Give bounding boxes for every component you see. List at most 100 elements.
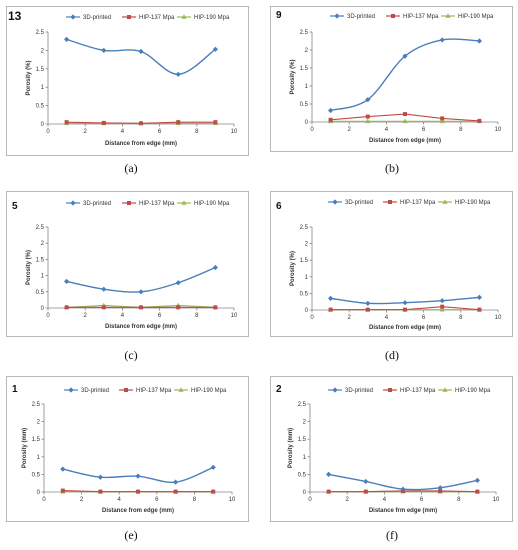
y-tick-label: 1 (305, 84, 309, 90)
y-tick-label: 0 (305, 308, 309, 314)
chart-svg-e: 1 3D-printed HIP-137 Mpa HIP-190 Mpa 0 0.5 1 1.… (6, 376, 249, 522)
x-tick-label: 0 (308, 497, 312, 503)
chart-svg-d: 6 3D-printed HIP-137 Mpa HIP-190 Mpa 0 0.5 1 1.… (270, 191, 513, 337)
legend-marker (442, 387, 448, 392)
y-tick-label: 1 (37, 455, 41, 461)
x-tick-label: 2 (84, 313, 88, 319)
panel-number: 9 (276, 10, 282, 21)
x-tick-label: 4 (121, 313, 125, 319)
caption-b: (b) (385, 161, 399, 175)
y-tick-label: 2 (37, 420, 41, 426)
caption-a: (a) (124, 161, 138, 175)
data-point-series-1 (176, 305, 181, 310)
legend-label: HIP-137 Mpa (136, 388, 172, 394)
x-tick-label: 8 (457, 497, 461, 503)
data-point-series-0 (402, 53, 408, 59)
data-point-series-1 (64, 120, 69, 125)
legend-marker (388, 200, 392, 204)
legend-marker (391, 14, 395, 18)
chart-panel-f: 2 3D-printed HIP-137 Mpa HIP-190 Mpa 0 0.5 1 1.… (270, 376, 513, 522)
data-point-series-0 (402, 300, 408, 306)
y-tick-label: 0.5 (300, 291, 309, 297)
chart-panel-e: 1 3D-printed HIP-137 Mpa HIP-190 Mpa 0 0.5 1 1.… (6, 376, 249, 522)
x-tick-label: 8 (459, 315, 463, 321)
data-point-series-1 (176, 120, 181, 125)
data-point-series-1 (477, 307, 482, 312)
data-point-series-1 (365, 114, 370, 119)
data-point-series-1 (363, 489, 368, 494)
x-tick-label: 10 (229, 497, 236, 503)
y-tick-label: 0 (305, 120, 309, 126)
data-point-series-1 (213, 120, 218, 125)
legend-marker (127, 15, 131, 19)
data-point-series-1 (139, 121, 143, 126)
data-point-series-1 (139, 305, 143, 310)
y-tick-label: 2.5 (300, 225, 309, 231)
y-tick-label: 2 (303, 420, 307, 426)
caption-d: (d) (385, 348, 399, 362)
data-point-series-0 (439, 37, 445, 43)
y-tick-label: 2.5 (36, 225, 45, 231)
x-tick-label: 6 (158, 313, 162, 319)
x-tick-label: 6 (158, 129, 162, 135)
x-tick-label: 8 (193, 497, 197, 503)
legend-label: HIP-190 Mpa (194, 201, 230, 207)
data-point-series-1 (213, 305, 218, 310)
y-tick-label: 1.5 (300, 258, 309, 264)
data-point-series-1 (211, 489, 216, 494)
data-point-series-1 (477, 118, 482, 123)
x-tick-label: 4 (121, 129, 125, 135)
legend-marker (388, 388, 392, 392)
x-tick-label: 2 (346, 497, 350, 503)
legend-marker (70, 200, 76, 206)
x-tick-label: 2 (80, 497, 84, 503)
chart-svg-b: 9 3D-printed HIP-137 Mpa HIP-190 Mpa 0 0.5 1 1.… (270, 6, 513, 152)
chart-svg-c: 5 3D-printed HIP-137 Mpa HIP-190 Mpa 0 0.5 1 1.… (6, 191, 249, 337)
y-axis-title: Porosity (%) (26, 250, 32, 285)
legend-label: 3D-printed (83, 15, 111, 21)
y-tick-label: 0.5 (300, 102, 309, 108)
legend-label: HIP-190 Mpa (455, 388, 491, 394)
y-tick-label: 2 (41, 48, 45, 54)
data-point-series-0 (60, 466, 66, 472)
panel-number: 6 (276, 201, 282, 212)
data-point-series-0 (175, 71, 181, 77)
data-point-series-0 (97, 474, 103, 480)
data-point-series-0 (212, 46, 218, 52)
data-point-series-1 (365, 307, 370, 312)
y-tick-label: 2.5 (298, 402, 307, 408)
y-tick-label: 0.5 (298, 472, 307, 478)
y-tick-label: 2 (305, 242, 309, 248)
data-point-series-0 (363, 478, 369, 485)
panel-number: 13 (8, 9, 22, 23)
chart-panel-a: 13 3D-printed HIP-137 Mpa HIP-190 Mpa 0 0.5 1 1… (6, 6, 249, 156)
data-point-series-1 (101, 120, 106, 125)
x-tick-label: 10 (231, 313, 238, 319)
x-tick-label: 0 (310, 127, 314, 133)
chart-svg-f: 2 3D-printed HIP-137 Mpa HIP-190 Mpa 0 0.5 1 1.… (270, 376, 513, 522)
y-axis-title: Porosity (mm) (22, 428, 28, 468)
caption-f: (f) (386, 528, 398, 542)
y-tick-label: 2 (305, 48, 309, 54)
x-tick-label: 4 (385, 315, 389, 321)
y-tick-label: 1 (41, 85, 45, 91)
panel-number: 1 (12, 384, 18, 395)
data-point-series-0 (437, 485, 443, 491)
data-point-series-1 (403, 112, 407, 117)
x-tick-label: 6 (155, 497, 159, 503)
caption-c: (c) (124, 348, 138, 362)
x-tick-label: 4 (118, 497, 122, 503)
legend-label: 3D-printed (347, 14, 375, 20)
chart-frame (270, 191, 513, 337)
data-point-series-0 (212, 264, 218, 271)
data-point-series-1 (403, 307, 407, 312)
legend-label: HIP-137 Mpa (400, 200, 436, 206)
legend-marker (332, 387, 338, 393)
y-tick-label: 1 (41, 274, 45, 280)
y-tick-label: 1.5 (36, 257, 45, 263)
legend-marker (334, 13, 340, 19)
x-tick-label: 0 (310, 315, 314, 321)
y-tick-label: 1.5 (298, 437, 307, 443)
x-tick-label: 10 (495, 315, 502, 321)
legend-label: HIP-190 Mpa (194, 15, 230, 21)
